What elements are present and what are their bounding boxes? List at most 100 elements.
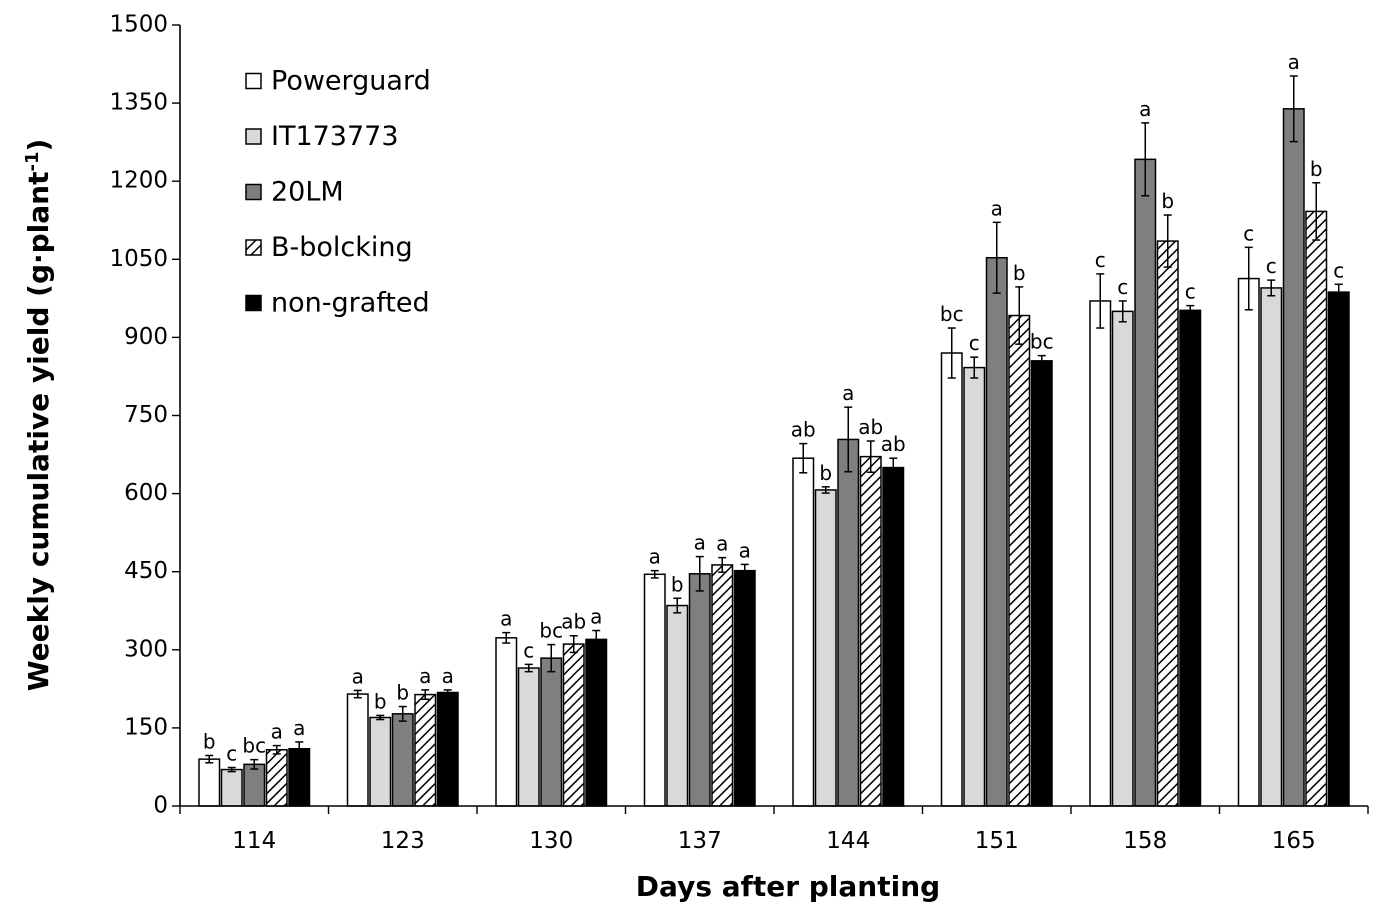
x-tick-label: 144 [826, 828, 870, 854]
bar-20lm [243, 763, 266, 807]
significance-label: b [1161, 189, 1174, 213]
x-tick-label: 114 [232, 828, 276, 854]
bar-non-grafted [1179, 309, 1202, 807]
significance-label: b [396, 681, 409, 705]
bar-it173773 [666, 604, 689, 807]
bar-powerguard [198, 758, 221, 807]
bar-it173773 [220, 768, 243, 807]
y-tick-label: 1050 [109, 246, 168, 272]
bar-b-bolcking [1305, 210, 1328, 807]
bar-it173773 [1260, 287, 1283, 807]
y-tick-label: 0 [153, 793, 168, 819]
significance-label: a [739, 538, 751, 562]
y-tick-label: 600 [124, 480, 168, 506]
bar-20lm [540, 657, 563, 807]
legend-swatch [245, 128, 262, 145]
bar-b-bolcking [265, 749, 288, 807]
bar-non-grafted [1030, 360, 1053, 807]
bar-powerguard [792, 457, 815, 807]
significance-label: c [1185, 280, 1196, 304]
x-tick-label: 151 [975, 828, 1019, 854]
significance-label: bc [539, 619, 563, 643]
bar-powerguard [495, 637, 518, 807]
bar-powerguard [940, 352, 963, 807]
bar-20lm [1134, 158, 1157, 807]
bar-20lm [688, 573, 711, 807]
bar-non-grafted [882, 466, 905, 807]
y-tick-label: 150 [124, 714, 168, 740]
bar-powerguard [1237, 277, 1260, 807]
bar-non-grafted [288, 747, 311, 807]
bar-b-bolcking [859, 455, 882, 807]
significance-label: c [226, 741, 237, 765]
significance-label: ab [561, 610, 586, 634]
y-tick-label: 300 [124, 636, 168, 662]
significance-label: a [1288, 50, 1300, 74]
legend-swatch [245, 294, 262, 312]
y-tick-label: 750 [124, 402, 168, 428]
x-tick-label: 130 [529, 828, 573, 854]
significance-label: b [819, 461, 832, 485]
significance-label: a [649, 545, 661, 569]
bar-it173773 [1111, 310, 1134, 807]
legend-label: B-bolcking [271, 232, 413, 263]
significance-label: a [352, 664, 364, 688]
y-tick-label: 1500 [109, 12, 168, 38]
legend-swatch [245, 239, 262, 256]
bar-powerguard [346, 693, 369, 807]
significance-label: a [716, 532, 728, 556]
significance-label: b [671, 572, 684, 596]
significance-label: bc [242, 734, 266, 758]
significance-label: b [374, 689, 387, 713]
bar-it173773 [517, 667, 540, 807]
bar-20lm [837, 438, 860, 807]
significance-label: a [500, 607, 512, 631]
bar-it173773 [963, 366, 986, 807]
legend-label: IT173773 [271, 121, 399, 152]
legend-swatch [245, 183, 262, 201]
significance-label: a [442, 664, 454, 688]
bar-non-grafted [436, 691, 459, 807]
bar-20lm [1282, 108, 1305, 807]
legend: Powerguard IT173773 20LM B-bolcking non-graf… [245, 66, 431, 319]
bar-b-bolcking [711, 564, 734, 807]
x-tick-label: 165 [1272, 828, 1316, 854]
significance-label: b [203, 729, 216, 753]
bar-powerguard [1089, 300, 1112, 807]
significance-label: ab [858, 415, 883, 439]
significance-label: c [1117, 275, 1128, 299]
significance-label: b [1013, 261, 1026, 285]
significance-label: a [271, 720, 283, 744]
bar-b-bolcking [562, 643, 585, 807]
significance-label: a [590, 605, 602, 629]
bar-20lm [391, 713, 414, 807]
significance-label: ab [791, 418, 816, 442]
significance-label: bc [940, 302, 964, 326]
x-tick-label: 123 [381, 828, 425, 854]
legend-label: Powerguard [271, 66, 431, 97]
bar-20lm [985, 256, 1008, 807]
legend-label: non-grafted [271, 288, 430, 319]
y-tick-label: 450 [124, 558, 168, 584]
significance-label: c [1266, 254, 1277, 278]
x-tick-label: 158 [1123, 828, 1167, 854]
significance-label: a [419, 664, 431, 688]
significance-label: a [1139, 97, 1151, 121]
significance-label: bc [1030, 330, 1054, 354]
y-axis-title-superscript: -1 [22, 152, 43, 172]
y-tick-label: 1350 [109, 90, 168, 116]
bar-it173773 [814, 489, 837, 807]
y-tick-label: 1200 [109, 168, 168, 194]
bar-b-bolcking [414, 693, 437, 807]
x-tick-label: 137 [678, 828, 722, 854]
y-tick-label: 900 [124, 324, 168, 350]
significance-label: ab [881, 432, 906, 456]
bar-non-grafted [585, 638, 608, 807]
significance-label: c [1333, 258, 1344, 282]
significance-label: c [1095, 248, 1106, 272]
bar-non-grafted [733, 569, 756, 807]
significance-label: c [969, 331, 980, 355]
legend-label: 20LM [271, 177, 344, 208]
significance-label: a [842, 381, 854, 405]
